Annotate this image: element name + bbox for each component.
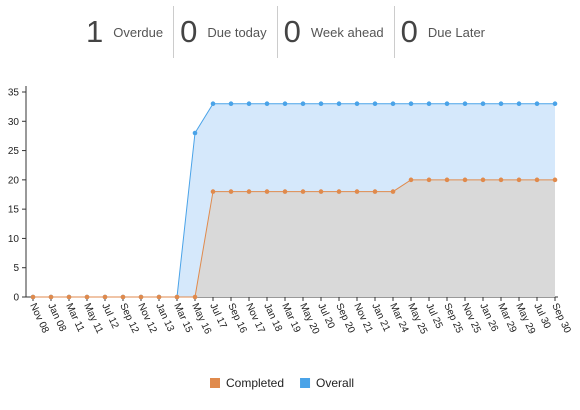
y-tick-label: 15 (8, 205, 20, 216)
stat-label: Week ahead (310, 24, 384, 40)
data-point (228, 101, 234, 107)
data-point (372, 101, 378, 107)
data-point (192, 294, 198, 300)
data-point (444, 177, 450, 183)
stat: 0 Due Later (395, 6, 495, 58)
legend-item: Overall (300, 376, 354, 390)
data-point (516, 101, 522, 107)
area-fill (33, 179, 555, 297)
data-point (48, 294, 54, 300)
data-point (462, 101, 468, 107)
y-tick-label: 35 (8, 88, 20, 99)
data-point (30, 294, 36, 300)
data-point (264, 101, 270, 107)
legend-swatch (210, 378, 220, 388)
data-point (102, 294, 108, 300)
data-point (84, 294, 90, 300)
stat: 0 Week ahead (278, 6, 395, 58)
stat-label: Due Later (427, 24, 485, 40)
data-point (138, 294, 144, 300)
legend-swatch (300, 378, 311, 388)
data-point (264, 189, 270, 194)
data-point (246, 189, 252, 194)
data-point (246, 101, 252, 107)
data-point (426, 101, 432, 107)
y-tick-label: 25 (8, 146, 20, 157)
data-point (228, 189, 234, 194)
data-point (192, 130, 198, 136)
legend-label: Completed (226, 376, 284, 390)
data-point (498, 177, 504, 183)
data-point (390, 101, 396, 107)
data-point (282, 189, 288, 194)
y-tick-label: 10 (8, 234, 20, 245)
data-point (408, 177, 414, 183)
data-point (480, 101, 486, 107)
stat: 1 Overdue (80, 6, 175, 58)
data-point (282, 101, 288, 107)
data-point (66, 294, 72, 300)
data-point (300, 101, 306, 107)
x-tick-label: Sep 30 (549, 302, 573, 336)
data-point (156, 294, 162, 300)
stat: 0 Due today (174, 6, 278, 58)
data-point (534, 177, 540, 183)
data-point (372, 189, 378, 194)
data-point (552, 101, 558, 107)
y-tick-label: 20 (8, 175, 20, 186)
data-point (210, 101, 216, 107)
data-point (300, 189, 306, 194)
data-point (318, 101, 324, 107)
stat-value: 0 (283, 14, 301, 49)
data-point (336, 189, 342, 194)
stats-bar: 1 Overdue 0 Due today 0 Week ahead 0 Due Later (80, 6, 495, 60)
data-point (174, 294, 180, 300)
data-point (354, 189, 360, 194)
stat-label: Due today (207, 24, 267, 40)
stat-value: 0 (400, 14, 418, 49)
legend-label: Overall (316, 376, 354, 390)
data-point (318, 189, 324, 194)
y-tick-label: 30 (8, 117, 20, 128)
data-point (408, 101, 414, 107)
stat-value: 1 (86, 14, 104, 49)
data-point (120, 294, 126, 300)
data-point (498, 101, 504, 107)
data-point (336, 101, 342, 107)
y-tick-label: 5 (13, 263, 19, 274)
data-point (462, 177, 468, 183)
data-point (516, 177, 522, 183)
data-point (552, 177, 558, 183)
data-point (210, 189, 216, 194)
stat-value: 0 (180, 14, 198, 49)
legend-item: Completed (210, 376, 284, 390)
series-line (33, 179, 555, 298)
data-point (480, 177, 486, 183)
stat-label: Overdue (113, 24, 164, 40)
data-point (354, 101, 360, 107)
y-tick-label: 0 (13, 293, 19, 304)
data-point (390, 189, 396, 194)
data-point (534, 101, 540, 107)
data-point (444, 101, 450, 107)
data-point (426, 177, 432, 183)
